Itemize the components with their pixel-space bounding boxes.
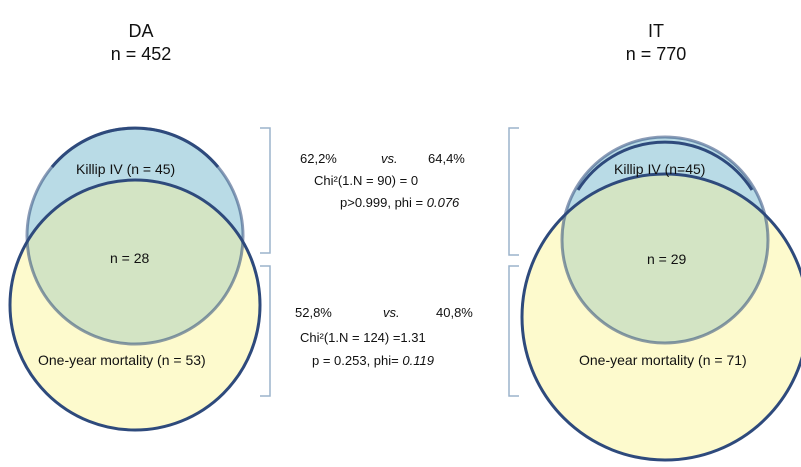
overlap-label-left: n = 28: [110, 250, 150, 266]
mortality-phi-value: 0.119: [402, 353, 434, 368]
mortality-circle-outline-left: [8, 178, 262, 432]
overlap-region-right: [562, 174, 768, 343]
killip-circle-top-arc-right: [576, 140, 754, 191]
mortality-label-left: One-year mortality (n = 53): [38, 352, 206, 368]
mortality-circle-outline-right: [520, 172, 801, 462]
group-count-left: n = 452: [110, 44, 172, 64]
group-name-left: DA: [128, 21, 154, 41]
killip-phi-value: 0.076: [426, 195, 460, 210]
overlap-region-left: [27, 180, 243, 344]
group-count-right: n = 770: [625, 44, 687, 64]
killip-label-right: Killip IV (n=45): [614, 161, 706, 177]
bracket-killip-left: [260, 127, 271, 254]
killip-chi-square: Chi²(1.N = 90) = 0: [314, 173, 419, 188]
bracket-mortality-left: [260, 265, 271, 397]
mortality-label-right: One-year mortality (n = 71): [579, 352, 747, 368]
mortality-p-value: p = 0.253, phi= 0.119: [312, 353, 434, 368]
killip-circle-outline-right: [560, 135, 770, 345]
group-header-left: DA n = 452: [81, 20, 201, 66]
mortality-chi-square: Chi²(1.N = 124) =1.31: [300, 330, 426, 345]
killip-right-pct: 64,4%: [428, 151, 465, 166]
mortality-vs: vs.: [383, 305, 400, 320]
mortality-p-text: p = 0.253, phi=: [312, 353, 403, 368]
group-name-right: IT: [648, 21, 664, 41]
bracket-killip-right: [508, 127, 519, 256]
group-header-right: IT n = 770: [596, 20, 716, 66]
killip-p-text: p>0.999, phi =: [340, 195, 427, 210]
killip-vs: vs.: [381, 151, 398, 166]
killip-label-left: Killip IV (n = 45): [76, 161, 176, 177]
overlap-label-right: n = 29: [647, 251, 687, 267]
killip-p-value: p>0.999, phi = 0.076: [340, 195, 459, 210]
killip-circle-top-arc-left: [50, 126, 220, 168]
mortality-right-pct: 40,8%: [436, 305, 473, 320]
bracket-mortality-right: [508, 265, 519, 397]
killip-left-pct: 62,2%: [300, 151, 337, 166]
mortality-left-pct: 52,8%: [295, 305, 332, 320]
